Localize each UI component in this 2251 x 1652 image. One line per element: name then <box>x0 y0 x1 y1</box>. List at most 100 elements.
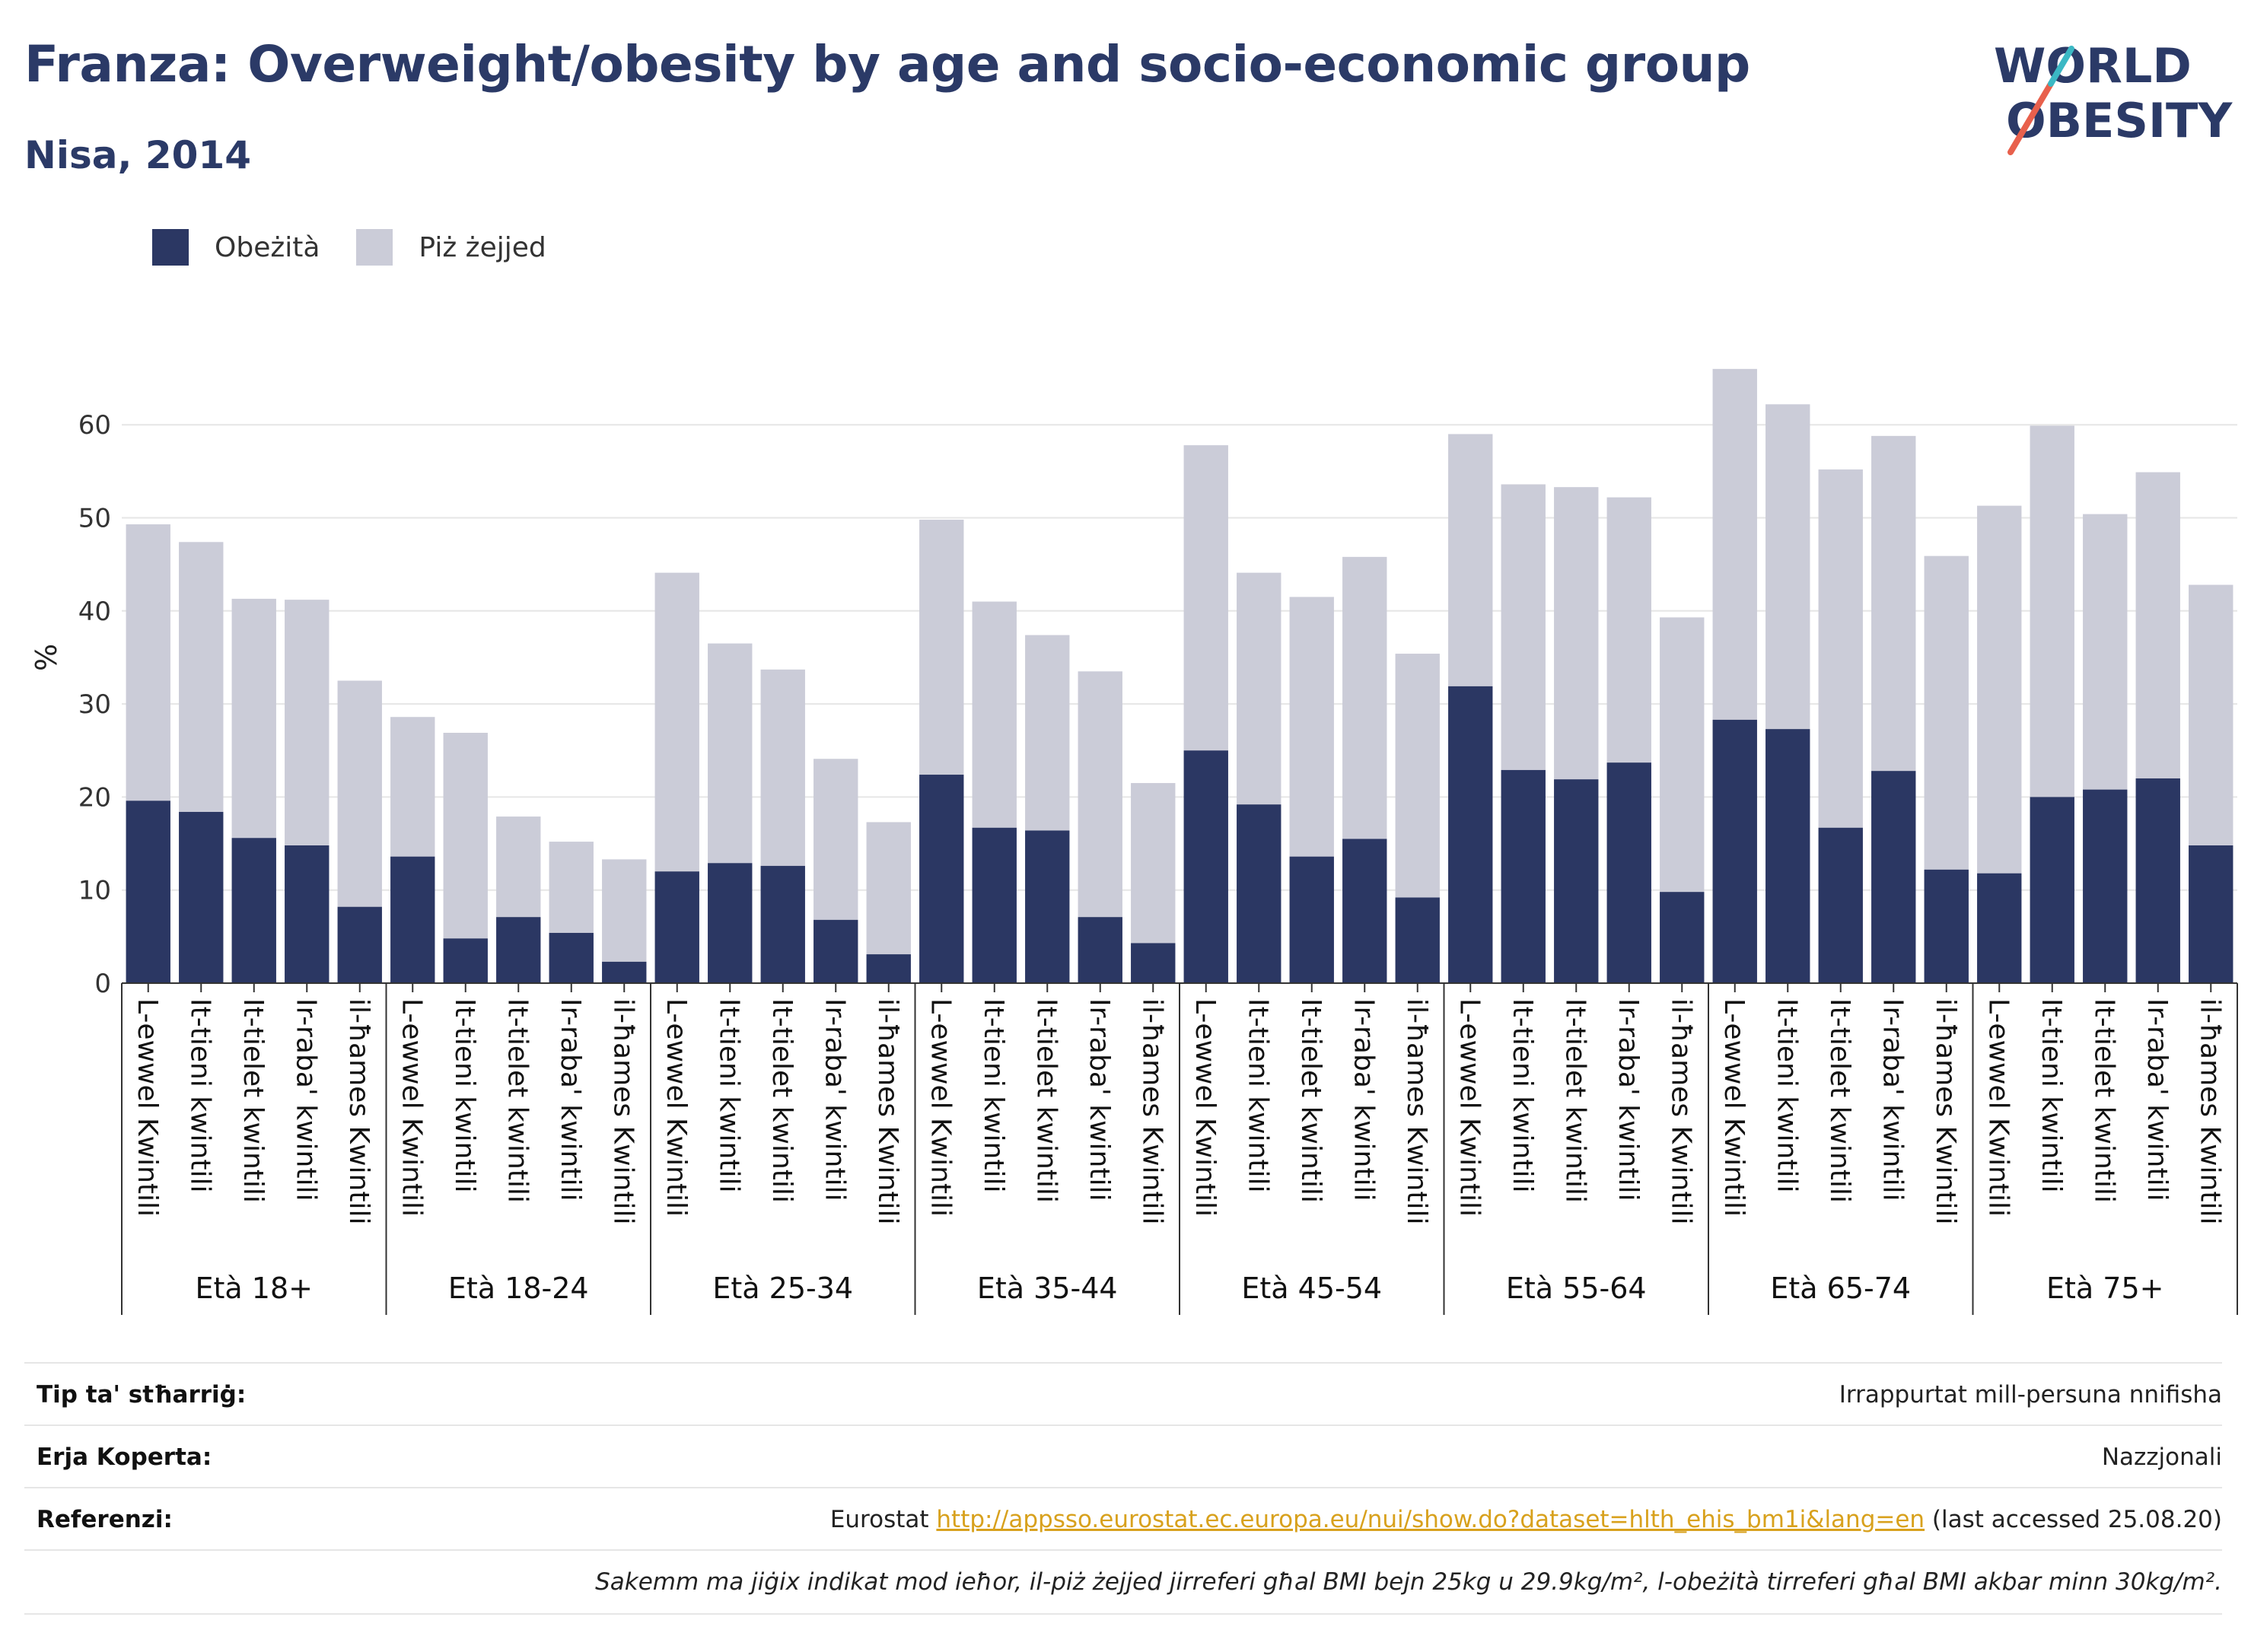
bar-overweight <box>1660 617 1705 893</box>
group-label: Età 45-54 <box>1241 1272 1382 1305</box>
x-tick-label: It-tielet kwintili <box>1295 998 1326 1203</box>
reference-link[interactable]: http://appsso.eurostat.ec.europa.eu/nui/… <box>936 1506 1925 1533</box>
bar-overweight <box>1237 572 1282 805</box>
x-tick-label: It-tielet kwintili <box>1824 998 1855 1203</box>
legend-item-obesity[interactable]: Obeżità <box>152 229 320 266</box>
bar-overweight <box>1078 671 1122 918</box>
bar-obesity <box>1554 779 1599 983</box>
bar-obesity <box>337 906 382 983</box>
logo-slash-coral <box>2007 81 2054 155</box>
bar-obesity <box>549 932 594 983</box>
info-row-references: Referenzi: Eurostat http://appsso.eurost… <box>24 1487 2222 1551</box>
x-tick-label: Ir-raba' kwintili <box>555 998 586 1201</box>
x-tick-label: L-ewwel Kwintili <box>1453 998 1485 1217</box>
bar-overweight <box>1818 469 1863 828</box>
x-tick-label: It-tieni kwintili <box>2036 998 2067 1192</box>
legend-item-overweight[interactable]: Piż żejjed <box>356 229 546 266</box>
x-tick-label: L-ewwel Kwintili <box>396 998 427 1217</box>
bar-obesity <box>2030 797 2074 983</box>
bar-obesity <box>1765 729 1810 983</box>
bar-overweight <box>1131 783 1176 944</box>
x-tick-label: It-tieni kwintili <box>184 998 215 1192</box>
bar-obesity <box>1606 762 1651 983</box>
bar-overweight <box>126 524 170 801</box>
x-tick-label: Ir-raba' kwintili <box>819 998 850 1201</box>
x-tick-label: It-tielet kwintili <box>766 998 798 1203</box>
bar-obesity <box>1183 750 1228 983</box>
bar-obesity <box>2135 778 2180 983</box>
bar-obesity <box>1448 686 1493 983</box>
bar-obesity <box>1342 839 1387 983</box>
x-tick-label: It-tielet kwintili <box>1559 998 1590 1203</box>
bar-obesity <box>1237 804 1282 983</box>
chart-title: Franza: Overweight/obesity by age and so… <box>24 35 1750 94</box>
bar-obesity <box>1025 830 1070 983</box>
bar-overweight <box>919 519 964 775</box>
info-value-survey-type: Irrappurtat mill-persuna nnifisha <box>1839 1381 2222 1408</box>
bar-overweight <box>1712 368 1757 720</box>
bar-obesity <box>1977 873 2022 983</box>
x-tick-label: il-ħames Kwintili <box>607 998 638 1224</box>
bar-overweight <box>2189 584 2233 845</box>
bar-overweight <box>2083 514 2128 790</box>
legend-swatch-obesity <box>152 229 189 266</box>
x-tick-label: It-tielet kwintili <box>1030 998 1062 1203</box>
x-tick-label: L-ewwel Kwintili <box>661 998 692 1217</box>
bar-obesity <box>1395 897 1440 983</box>
bar-obesity <box>390 856 435 983</box>
x-tick-label: Ir-raba' kwintili <box>2141 998 2173 1201</box>
x-tick-label: il-ħames Kwintili <box>1930 998 1961 1224</box>
bar-obesity <box>443 938 488 983</box>
x-tick-label: Ir-raba' kwintili <box>290 998 321 1201</box>
y-tick-label: 20 <box>78 782 111 813</box>
x-tick-label: It-tieni kwintili <box>713 998 744 1192</box>
bar-obesity <box>231 838 276 983</box>
bar-overweight <box>1395 654 1440 898</box>
x-tick-label: il-ħames Kwintili <box>343 998 374 1224</box>
bar-overweight <box>1871 435 1916 772</box>
y-tick-label: 30 <box>78 689 111 720</box>
bar-overweight <box>866 822 911 955</box>
bar-overweight <box>231 598 276 839</box>
legend-swatch-overweight <box>356 229 393 266</box>
x-tick-label: It-tieni kwintili <box>1507 998 1538 1192</box>
bar-overweight <box>1765 404 1810 730</box>
bar-obesity <box>1289 856 1334 983</box>
info-row-note: Sakemm ma jiġix indikat mod ieħor, il-pi… <box>24 1549 2222 1615</box>
x-tick-label: It-tieni kwintili <box>978 998 1009 1192</box>
bar-obesity <box>919 775 964 983</box>
y-tick-label: 0 <box>94 969 111 999</box>
bar-overweight <box>1289 597 1334 857</box>
info-key-references: Referenzi: <box>37 1506 173 1533</box>
bar-overweight <box>1606 497 1651 763</box>
x-tick-label: Ir-raba' kwintili <box>1084 998 1115 1201</box>
group-label: Età 75+ <box>2046 1272 2163 1305</box>
bar-obesity <box>654 871 699 983</box>
x-tick-label: L-ewwel Kwintili <box>1982 998 2014 1217</box>
bar-overweight <box>549 842 594 933</box>
x-tick-label: il-ħames Kwintili <box>1401 998 1432 1224</box>
bar-overweight <box>2135 472 2180 778</box>
bar-overweight <box>1554 487 1599 780</box>
legend-label-overweight: Piż żejjed <box>419 231 546 263</box>
logo-word-world: WORLD <box>1994 38 2192 94</box>
bar-overweight <box>1448 434 1493 686</box>
x-tick-label: il-ħames Kwintili <box>1136 998 1167 1224</box>
y-tick-label: 40 <box>78 597 111 627</box>
logo-word-obesity: OBESITY <box>2006 93 2233 148</box>
bar-overweight <box>760 669 805 866</box>
x-tick-label: L-ewwel Kwintili <box>132 998 163 1217</box>
x-tick-label: L-ewwel Kwintili <box>1189 998 1221 1217</box>
bar-overweight <box>813 759 858 920</box>
bar-overweight <box>390 717 435 857</box>
bar-overweight <box>1342 556 1387 839</box>
bar-obesity <box>760 865 805 983</box>
x-tick-label: Ir-raba' kwintili <box>1348 998 1379 1201</box>
bar-obesity <box>126 801 170 983</box>
info-key-area: Erja Koperta: <box>37 1444 212 1471</box>
reference-suffix: (last accessed 25.08.20) <box>1925 1506 2222 1533</box>
y-axis-label: % <box>30 644 63 671</box>
bar-obesity <box>602 961 647 983</box>
bar-overweight <box>179 542 224 812</box>
info-row-area: Erja Koperta: Nazzjonali <box>24 1424 2222 1488</box>
